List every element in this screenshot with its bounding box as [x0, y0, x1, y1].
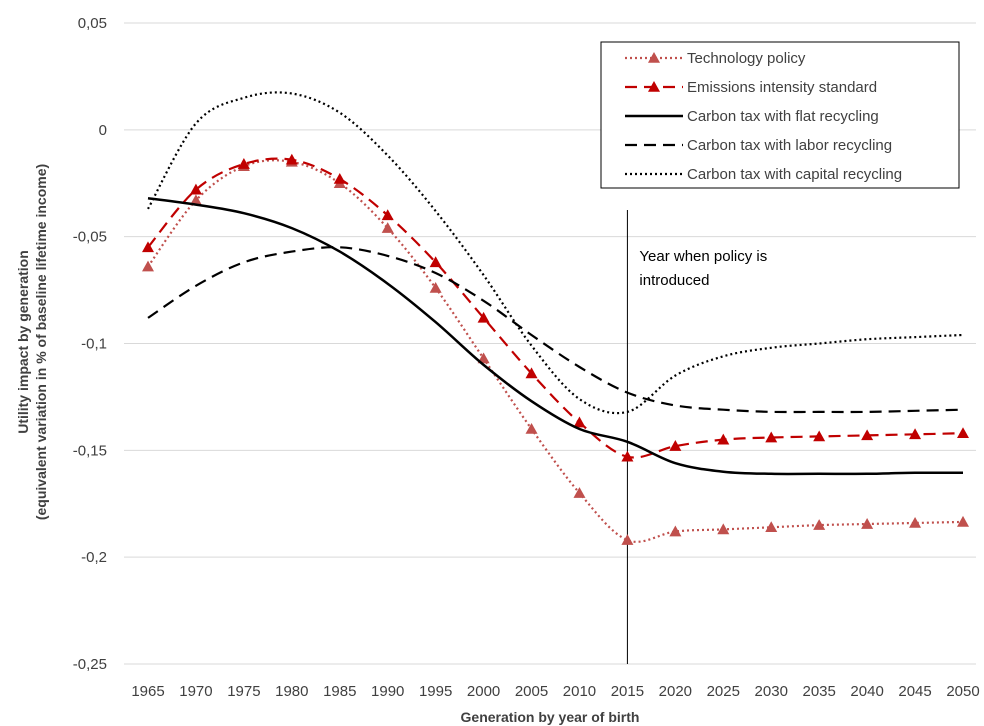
- data-point-marker: [909, 516, 922, 528]
- data-point-marker: [189, 183, 202, 195]
- y-tick-label: -0,1: [81, 336, 107, 353]
- data-point-marker: [285, 153, 298, 165]
- series-emissions-intensity-standard: [142, 153, 969, 462]
- data-point-marker: [525, 422, 538, 434]
- legend-marker: [648, 52, 660, 63]
- legend-label: Carbon tax with labor recycling: [687, 137, 892, 154]
- data-point-marker: [525, 367, 538, 379]
- x-axis-title: Generation by year of birth: [461, 709, 640, 725]
- data-point-marker: [717, 523, 730, 535]
- data-point-marker: [909, 428, 922, 440]
- data-point-marker: [765, 521, 778, 533]
- data-point-marker: [813, 519, 826, 530]
- data-point-marker: [429, 256, 442, 268]
- data-point-marker: [573, 487, 586, 498]
- x-tick-label: 1995: [419, 683, 452, 700]
- policy-year-annotation: Year when policy is introduced: [626, 210, 767, 664]
- x-tick-label: 1970: [179, 683, 212, 700]
- data-point-marker: [477, 311, 490, 323]
- data-point-marker: [381, 209, 394, 221]
- data-point-marker: [861, 429, 874, 441]
- y-tick-label: -0,05: [73, 229, 107, 246]
- series-line: [147, 196, 964, 476]
- data-point-marker: [429, 281, 442, 293]
- series-line: [147, 246, 964, 414]
- y-axis-title-line2: (equivalent variation in % of baseline l…: [33, 164, 49, 520]
- legend-label: Carbon tax with capital recycling: [687, 166, 902, 183]
- x-tick-label: 2025: [707, 683, 740, 700]
- data-point-marker: [861, 518, 874, 529]
- x-tick-label: 2000: [467, 683, 500, 700]
- legend-entry: Emissions intensity standard: [625, 79, 877, 96]
- x-tick-label: 1990: [371, 683, 404, 700]
- data-point-marker: [669, 525, 682, 537]
- data-point-marker: [765, 431, 778, 443]
- grid-lines: [124, 22, 976, 665]
- series-carbon-tax-with-labor-recycling: [147, 246, 964, 414]
- x-tick-label: 1980: [275, 683, 308, 700]
- data-point-marker: [957, 515, 969, 527]
- x-tick-labels: 1965 1970 1975 1980 1985 1990 1995 2000 2005 2010…: [131, 683, 979, 700]
- x-tick-label: 1985: [323, 683, 356, 700]
- data-point-marker: [621, 450, 634, 462]
- data-point-marker: [621, 534, 634, 545]
- series-carbon-tax-with-capital-recycling: [147, 91, 964, 415]
- x-tick-label: 2005: [515, 683, 548, 700]
- data-point-marker: [237, 158, 250, 169]
- x-tick-label: 2050: [946, 683, 979, 700]
- data-point-marker: [957, 427, 969, 439]
- annotation-text-line1: Year when policy is: [639, 248, 767, 265]
- series-technology-policy: [142, 155, 969, 545]
- y-tick-label: 0,05: [78, 15, 107, 32]
- data-point-marker: [333, 172, 346, 184]
- legend-marker: [648, 81, 660, 92]
- legend-entry: Technology policy: [625, 50, 806, 67]
- x-tick-label: 2015: [611, 683, 644, 700]
- y-tick-label: 0: [99, 122, 107, 139]
- data-point-marker: [477, 352, 490, 364]
- data-point-marker: [381, 222, 394, 233]
- legend-label: Technology policy: [687, 50, 806, 67]
- x-tick-label: 2020: [659, 683, 692, 700]
- x-tick-label: 2010: [563, 683, 596, 700]
- series-line: [147, 159, 964, 543]
- data-point-marker: [717, 433, 730, 445]
- data-point-marker: [189, 194, 202, 206]
- series-carbon-tax-with-flat-recycling: [147, 196, 964, 476]
- y-tick-label: -0,25: [73, 656, 107, 673]
- legend-label: Carbon tax with flat recycling: [687, 108, 879, 125]
- legend-entry: Carbon tax with flat recycling: [625, 108, 879, 125]
- data-point-marker: [142, 260, 154, 272]
- x-tick-label: 2030: [755, 683, 788, 700]
- x-tick-label: 2045: [898, 683, 931, 700]
- x-tick-label: 1965: [131, 683, 164, 700]
- legend: Technology policy Emissions intensity sta…: [600, 41, 960, 189]
- legend-label: Emissions intensity standard: [687, 79, 877, 96]
- legend-entry: Carbon tax with labor recycling: [625, 137, 892, 154]
- annotation-text-line2: introduced: [639, 272, 709, 289]
- y-axis-title-line1: Utility impact by generation: [15, 250, 31, 434]
- series-lines: [142, 91, 969, 545]
- x-tick-label: 2040: [850, 683, 883, 700]
- x-tick-label: 1975: [227, 683, 260, 700]
- y-tick-label: -0,15: [73, 442, 107, 459]
- legend-entry: Carbon tax with capital recycling: [625, 166, 902, 183]
- y-tick-label: -0,2: [81, 549, 107, 566]
- data-point-marker: [573, 416, 586, 428]
- data-point-marker: [813, 430, 826, 442]
- series-line: [147, 91, 964, 415]
- x-tick-label: 2035: [802, 683, 835, 700]
- data-point-marker: [142, 241, 154, 253]
- y-tick-labels: 0,05 0 -0,05 -0,1 -0,15 -0,2 -0,25: [73, 15, 107, 673]
- data-point-marker: [669, 440, 682, 451]
